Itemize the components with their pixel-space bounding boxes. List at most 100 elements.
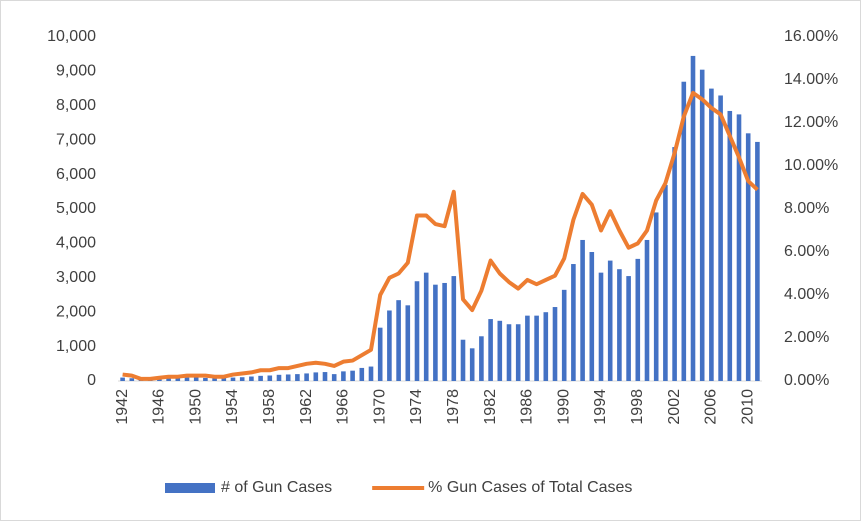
bar	[488, 319, 493, 381]
y-tick-label: 7,000	[56, 131, 96, 148]
bar	[120, 377, 125, 381]
bar	[727, 110, 733, 382]
x-tick-label: 1958	[261, 389, 278, 425]
bar	[534, 315, 539, 381]
bar	[184, 377, 190, 381]
y2-tick-label: 10.00%	[784, 157, 838, 174]
y2-tick-label: 16.00%	[784, 28, 838, 45]
bar	[672, 147, 677, 381]
bar	[203, 377, 208, 381]
bar	[580, 239, 585, 381]
x-tick-label: 1966	[335, 389, 352, 425]
x-tick-label: 1974	[408, 389, 425, 425]
bar	[598, 272, 604, 381]
bar	[525, 315, 530, 381]
x-tick-label: 1978	[445, 389, 462, 425]
y-tick-label: 0	[87, 372, 96, 389]
y-tick-label: 6,000	[56, 166, 96, 183]
legend-label: # of Gun Cases	[221, 479, 332, 496]
bar	[258, 375, 263, 381]
y-tick-label: 8,000	[56, 97, 96, 114]
bar	[442, 282, 447, 381]
bar	[285, 374, 291, 381]
bar	[451, 276, 457, 381]
bar	[552, 307, 558, 381]
y2-tick-label: 4.00%	[784, 286, 829, 303]
bar	[433, 284, 438, 381]
x-tick-label: 2010	[739, 389, 756, 425]
x-tick-label: 1990	[555, 389, 572, 425]
bar	[653, 212, 659, 381]
bar	[709, 88, 714, 381]
bar	[193, 377, 199, 381]
bar	[405, 305, 411, 381]
bar	[745, 133, 751, 381]
bar	[359, 367, 365, 381]
bar	[322, 372, 328, 381]
x-tick-label: 1954	[224, 389, 241, 425]
bar	[276, 374, 282, 381]
bar	[644, 239, 650, 381]
bar	[166, 378, 171, 381]
bar	[663, 184, 668, 381]
y-tick-label: 2,000	[56, 303, 96, 320]
bar	[387, 310, 392, 381]
bar	[313, 372, 319, 381]
line	[122, 90, 759, 381]
bar	[635, 258, 641, 381]
y-tick-label: 1,000	[56, 338, 96, 355]
bar	[414, 281, 420, 381]
bar	[561, 289, 567, 381]
bar	[221, 377, 227, 381]
bar	[239, 377, 245, 381]
bar	[479, 336, 484, 381]
bar	[626, 276, 631, 381]
bar	[736, 114, 742, 382]
bar	[690, 55, 696, 382]
bar	[249, 376, 254, 381]
bar	[681, 81, 687, 381]
bar	[607, 260, 613, 381]
y-tick-label: 10,000	[47, 28, 96, 45]
x-tick-label: 1986	[519, 389, 536, 425]
legend-swatch	[165, 483, 215, 493]
bar	[617, 269, 622, 381]
bar	[267, 375, 273, 381]
bar	[368, 366, 374, 381]
bar	[295, 374, 300, 381]
bar	[350, 370, 355, 381]
y2-tick-label: 12.00%	[784, 114, 838, 131]
bar	[515, 324, 521, 381]
x-tick-label: 1998	[629, 389, 646, 425]
bar	[506, 324, 512, 381]
x-tick-label: 1942	[114, 389, 131, 425]
bar	[341, 371, 346, 381]
x-tick-label: 1970	[371, 389, 388, 425]
bar	[755, 141, 760, 381]
bar	[571, 264, 576, 381]
x-tick-label: 1982	[482, 389, 499, 425]
bar	[543, 312, 549, 381]
y-tick-label: 3,000	[56, 269, 96, 286]
bar	[377, 327, 383, 381]
y2-tick-label: 8.00%	[784, 200, 829, 217]
y-tick-label: 4,000	[56, 235, 96, 252]
y2-tick-label: 14.00%	[784, 71, 838, 88]
y2-tick-label: 0.00%	[784, 372, 829, 389]
bar	[212, 378, 217, 381]
bar	[497, 320, 503, 381]
bar	[589, 252, 595, 381]
bar	[175, 377, 181, 381]
x-tick-label: 2002	[666, 389, 683, 425]
x-tick-label: 1950	[187, 389, 204, 425]
bar	[469, 348, 475, 381]
bar	[331, 374, 337, 381]
bar	[396, 300, 401, 381]
x-tick-label: 1962	[298, 389, 315, 425]
bar	[230, 377, 236, 381]
y2-tick-label: 2.00%	[784, 329, 829, 346]
legend-label: % Gun Cases of Total Cases	[428, 479, 632, 496]
y-tick-label: 5,000	[56, 200, 96, 217]
